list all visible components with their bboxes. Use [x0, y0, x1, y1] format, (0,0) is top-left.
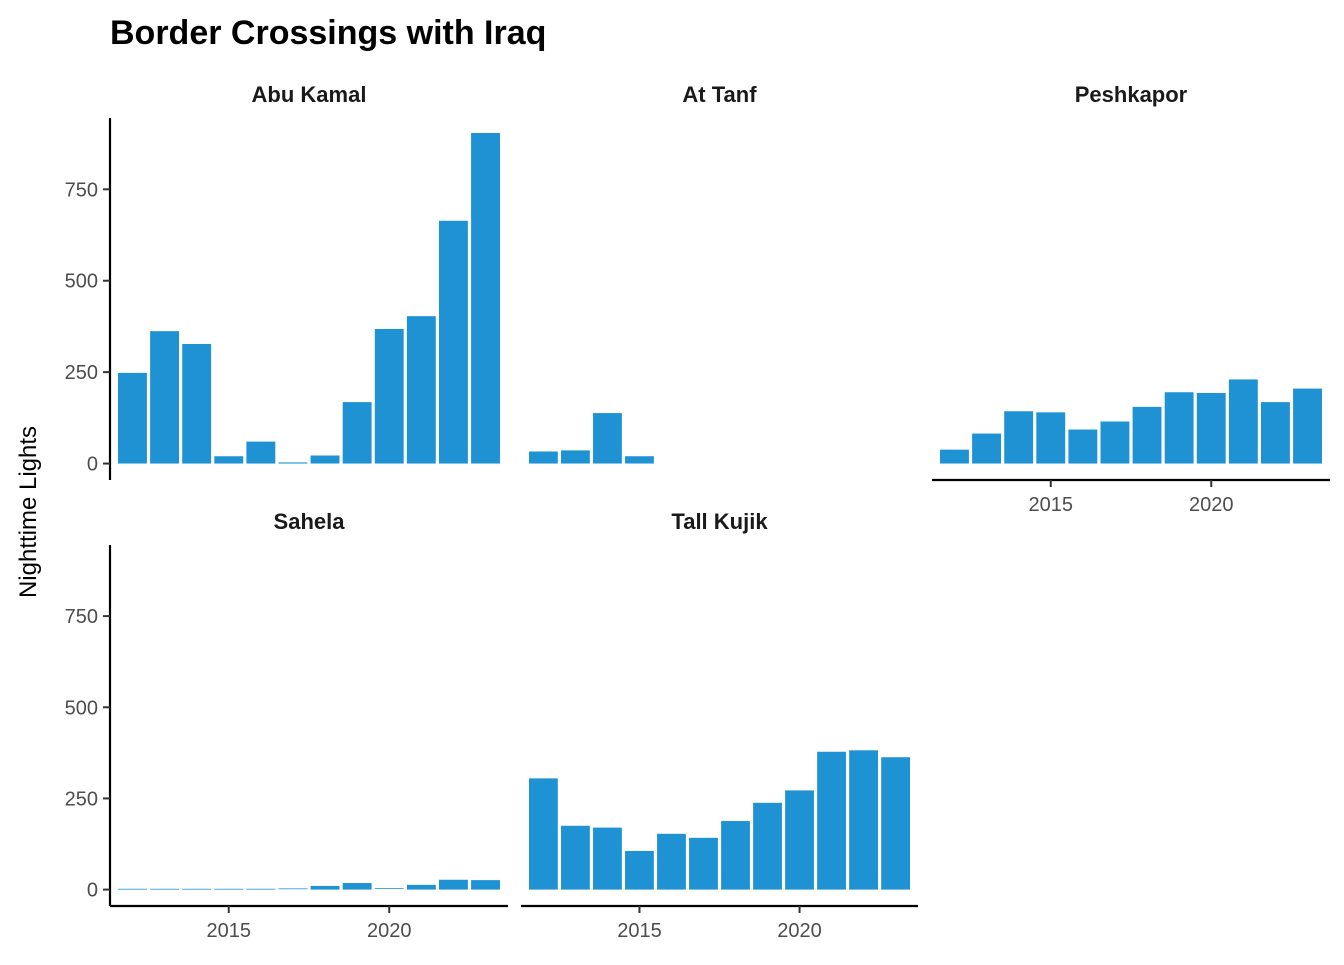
- panel-abu-kamal: Abu Kamal 0 250 500 750: [65, 82, 500, 480]
- x-tick-label-sahela-2015: 2015: [207, 920, 252, 942]
- y-tick-label-abu-kamal-0: 0: [87, 454, 98, 476]
- x-tick-label-peshkapor-2015: 2015: [1029, 494, 1074, 516]
- bar-abu-kamal-2014: [182, 343, 212, 464]
- bar-sahela-2019: [342, 883, 372, 890]
- bar-sahela-2012: [118, 888, 147, 890]
- bar-abu-kamal-2019: [342, 402, 372, 464]
- bar-tall-kujik-2019: [753, 802, 782, 890]
- bar-sahela-2023: [471, 880, 500, 890]
- bar-sahela-2022: [438, 879, 468, 890]
- bar-tall-kujik-2017: [689, 837, 718, 890]
- bar-peshkapor-2012: [940, 449, 969, 464]
- bar-sahela-2018: [310, 885, 340, 890]
- panel-tall-kujik: Tall Kujik 2015 2020: [521, 509, 918, 942]
- bar-at-tanf-2013: [561, 450, 590, 464]
- bar-peshkapor-2021: [1228, 379, 1258, 464]
- bar-tall-kujik-2014: [593, 827, 622, 890]
- bar-sahela-2015: [214, 888, 244, 890]
- chart-title: Border Crossings with Iraq: [110, 14, 546, 52]
- bar-tall-kujik-2021: [817, 751, 846, 890]
- bar-at-tanf-2015: [625, 456, 654, 464]
- bar-abu-kamal-2021: [406, 316, 436, 464]
- bar-sahela-2020: [374, 888, 404, 889]
- bar-peshkapor-2019: [1164, 392, 1194, 464]
- bar-peshkapor-2023: [1293, 388, 1322, 464]
- bar-abu-kamal-2015: [214, 456, 244, 464]
- bar-tall-kujik-2016: [657, 833, 686, 890]
- panel-peshkapor: Peshkapor 2015 2020: [932, 82, 1330, 516]
- panel-title-at-tanf: At Tanf: [682, 82, 757, 107]
- bar-peshkapor-2014: [1004, 411, 1034, 464]
- bar-abu-kamal-2017: [278, 462, 308, 464]
- panel-title-peshkapor: Peshkapor: [1075, 82, 1188, 107]
- panel-sahela: Sahela 0 250 500 750 2015 2020: [65, 509, 508, 942]
- bar-tall-kujik-2013: [561, 825, 590, 890]
- bar-sahela-2021: [406, 884, 436, 890]
- bar-abu-kamal-2012: [118, 372, 147, 464]
- panel-title-sahela: Sahela: [274, 509, 346, 534]
- x-tick-label-sahela-2020: 2020: [367, 920, 412, 942]
- bar-peshkapor-2017: [1100, 421, 1130, 464]
- bar-tall-kujik-2023: [881, 757, 910, 890]
- y-axis-label: Nighttime Lights: [15, 426, 42, 598]
- bar-peshkapor-2015: [1036, 412, 1066, 464]
- bar-abu-kamal-2020: [374, 328, 404, 464]
- x-tick-label-tall-kujik-2015: 2015: [617, 920, 662, 942]
- bar-abu-kamal-2016: [246, 441, 276, 464]
- bar-abu-kamal-2023: [471, 132, 500, 464]
- x-tick-label-tall-kujik-2020: 2020: [777, 920, 822, 942]
- panel-at-tanf: At Tanf: [529, 82, 757, 464]
- bar-tall-kujik-2020: [785, 790, 814, 890]
- y-tick-label-abu-kamal-750: 750: [65, 179, 98, 201]
- panel-title-tall-kujik: Tall Kujik: [671, 509, 768, 534]
- bar-abu-kamal-2018: [310, 455, 340, 464]
- y-tick-label-abu-kamal-500: 500: [65, 271, 98, 293]
- bar-peshkapor-2013: [972, 433, 1002, 464]
- bar-abu-kamal-2022: [438, 220, 468, 464]
- facet-panels: Abu Kamal 0 250 500 750 At Tanf Peshkapor 2015 2…: [65, 82, 1330, 942]
- bar-peshkapor-2018: [1132, 406, 1162, 464]
- y-tick-label-sahela-250: 250: [65, 788, 98, 810]
- y-tick-label-sahela-0: 0: [87, 880, 98, 902]
- panel-title-abu-kamal: Abu Kamal: [252, 82, 367, 107]
- bar-sahela-2016: [246, 888, 276, 890]
- bar-tall-kujik-2015: [625, 850, 654, 890]
- bar-at-tanf-2014: [593, 413, 622, 464]
- bar-tall-kujik-2022: [849, 750, 878, 890]
- bar-peshkapor-2020: [1196, 392, 1226, 464]
- bar-sahela-2017: [278, 888, 308, 890]
- bar-at-tanf-2012: [529, 451, 558, 464]
- y-tick-label-abu-kamal-250: 250: [65, 362, 98, 384]
- bar-tall-kujik-2012: [529, 778, 558, 890]
- bar-sahela-2013: [150, 888, 180, 890]
- bar-peshkapor-2022: [1260, 402, 1290, 464]
- bar-abu-kamal-2013: [150, 331, 180, 464]
- x-tick-label-peshkapor-2020: 2020: [1189, 494, 1234, 516]
- bar-sahela-2014: [182, 888, 212, 890]
- y-tick-label-sahela-500: 500: [65, 697, 98, 719]
- y-tick-label-sahela-750: 750: [65, 606, 98, 628]
- bar-tall-kujik-2018: [721, 821, 750, 890]
- bar-peshkapor-2016: [1068, 429, 1098, 464]
